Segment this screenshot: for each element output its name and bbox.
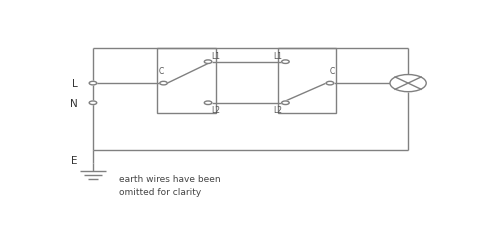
Circle shape: [326, 82, 334, 85]
Circle shape: [89, 102, 97, 105]
Text: E: E: [72, 155, 78, 165]
Circle shape: [160, 82, 168, 85]
Circle shape: [281, 102, 289, 105]
Text: C: C: [329, 67, 335, 76]
Text: N: N: [70, 98, 78, 108]
Text: L: L: [72, 79, 78, 89]
Circle shape: [390, 75, 426, 92]
Circle shape: [205, 61, 212, 64]
Text: L1: L1: [273, 51, 282, 60]
Text: earth wires have been
omitted for clarity: earth wires have been omitted for clarit…: [119, 174, 221, 196]
Text: L1: L1: [211, 51, 220, 60]
Circle shape: [205, 102, 212, 105]
Text: L2: L2: [211, 105, 220, 114]
Circle shape: [281, 61, 289, 64]
Text: L2: L2: [273, 105, 282, 114]
Text: C: C: [159, 67, 164, 76]
Circle shape: [89, 82, 97, 85]
Bar: [278, 49, 337, 113]
Bar: [157, 49, 216, 113]
